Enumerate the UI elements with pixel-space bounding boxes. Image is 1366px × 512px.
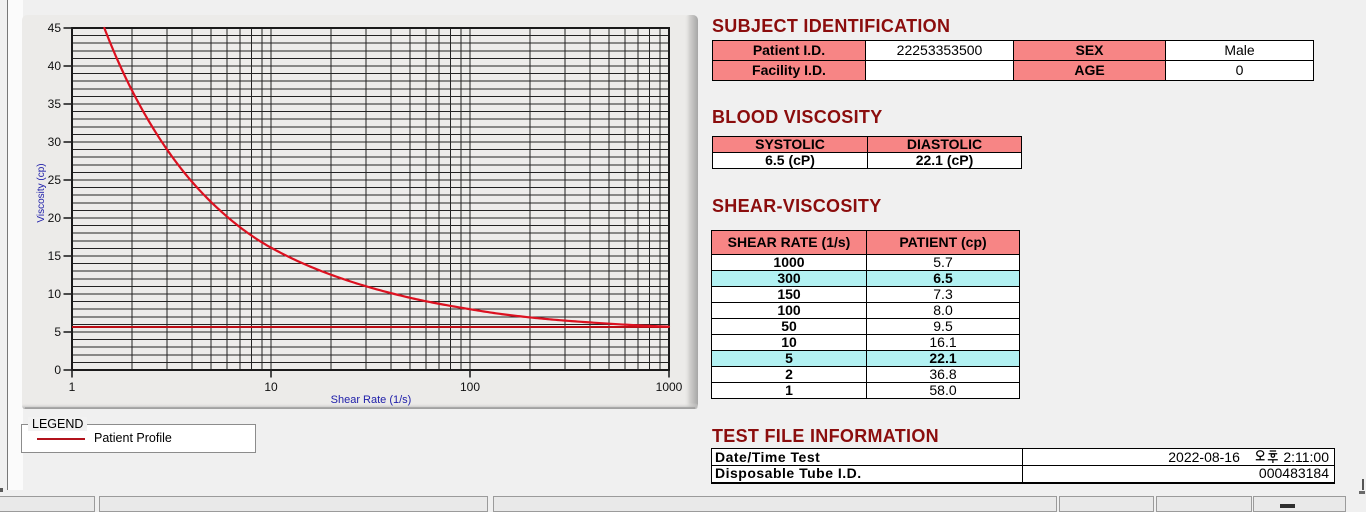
svg-text:30: 30 [48, 135, 62, 149]
svg-text:25: 25 [48, 173, 62, 187]
svg-text:40: 40 [48, 59, 62, 73]
svg-text:100: 100 [460, 380, 480, 394]
svg-text:1: 1 [69, 380, 76, 394]
svg-text:Viscosity (cp): Viscosity (cp) [36, 163, 47, 222]
svg-text:10: 10 [48, 287, 62, 301]
svg-text:20: 20 [48, 211, 62, 225]
svg-text:15: 15 [48, 249, 62, 263]
svg-text:35: 35 [48, 97, 62, 111]
svg-text:Shear Rate (1/s): Shear Rate (1/s) [331, 394, 412, 406]
svg-text:45: 45 [48, 21, 62, 35]
svg-text:0: 0 [54, 363, 61, 377]
svg-text:1000: 1000 [656, 380, 683, 394]
svg-text:10: 10 [264, 380, 278, 394]
svg-text:5: 5 [54, 325, 61, 339]
